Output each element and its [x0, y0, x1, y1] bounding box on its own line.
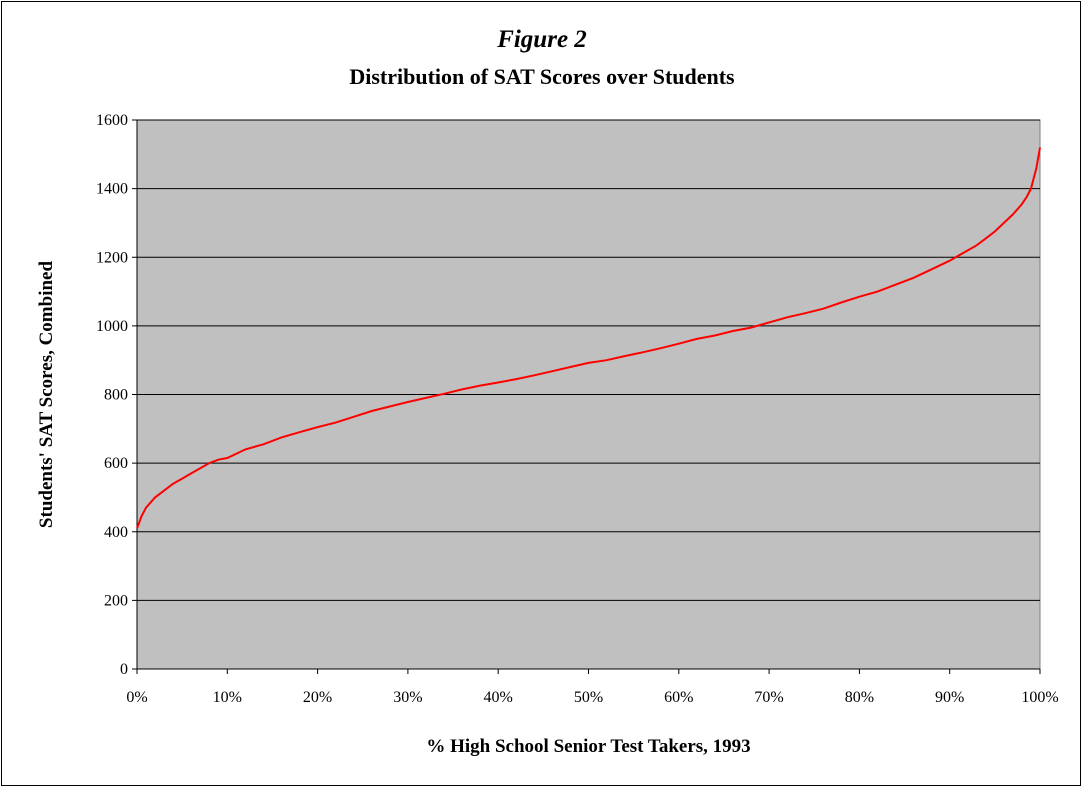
y-axis-title: Students' SAT Scores, Combined: [36, 261, 57, 529]
y-tick-label: 1200: [96, 249, 128, 266]
y-tick-label: 1600: [96, 112, 128, 129]
x-tick-label: 70%: [754, 689, 783, 706]
y-tick-label: 400: [104, 524, 128, 541]
x-tick-label: 40%: [484, 689, 513, 706]
ticks: 0 200 400 600 800 1000 1200 1400 1600 0% 10% 20% 30%…: [96, 112, 1059, 706]
y-tick-label: 600: [104, 455, 128, 472]
x-tick-label: 50%: [574, 689, 603, 706]
y-tick-label: 200: [104, 592, 128, 609]
x-tick-label: 10%: [213, 689, 242, 706]
x-tick-label: 80%: [845, 689, 874, 706]
y-tick-label: 1400: [96, 181, 128, 198]
gridlines: [137, 119, 1040, 601]
x-tick-label: 90%: [935, 689, 964, 706]
y-tick-label: 800: [104, 387, 128, 404]
y-tick-label: 1000: [96, 318, 128, 335]
series-line: [136, 147, 1041, 529]
figure-label: Figure 2: [497, 26, 587, 53]
x-tick-label: 100%: [1021, 689, 1058, 706]
x-tick-label: 30%: [393, 689, 422, 706]
x-tick-label: 0%: [126, 689, 147, 706]
x-axis-title: % High School Senior Test Takers, 1993: [426, 736, 750, 757]
x-tick-label: 60%: [664, 689, 693, 706]
chart-title: Distribution of SAT Scores over Students: [349, 64, 735, 89]
y-tick-label: 0: [120, 661, 128, 678]
x-tick-label: 20%: [303, 689, 332, 706]
